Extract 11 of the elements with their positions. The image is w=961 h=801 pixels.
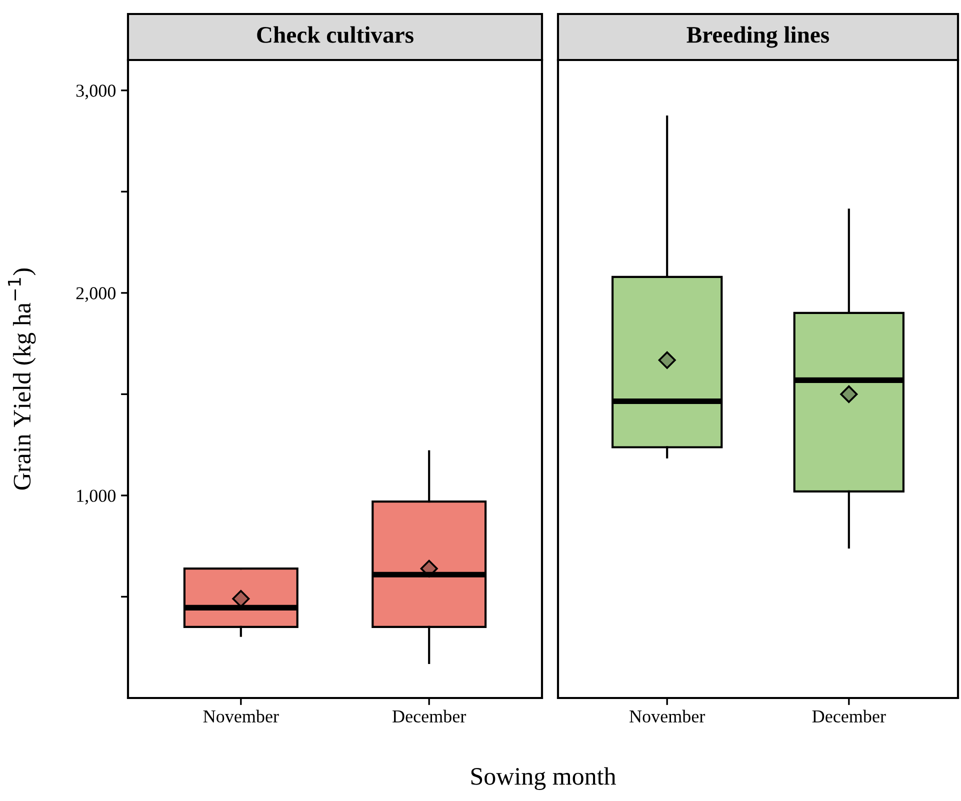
chart-title: Breeding lines — [686, 26, 830, 48]
x-axis-title: Sowing month — [471, 767, 616, 790]
chart-title: Check cultivars — [257, 26, 414, 43]
y-tick-label: 3,000 — [76, 84, 116, 100]
y-axis-title: Grain Yield (kg ha$^{−1}$) — [8, 268, 36, 490]
y-tick-label: 1,000 — [77, 490, 116, 504]
x-tick-label: November — [203, 710, 279, 723]
x-tick-label: December — [812, 710, 886, 723]
y-tick-label: 2,000 — [76, 287, 116, 302]
x-tick-label: December — [392, 710, 466, 723]
x-tick-label: November — [630, 710, 706, 723]
